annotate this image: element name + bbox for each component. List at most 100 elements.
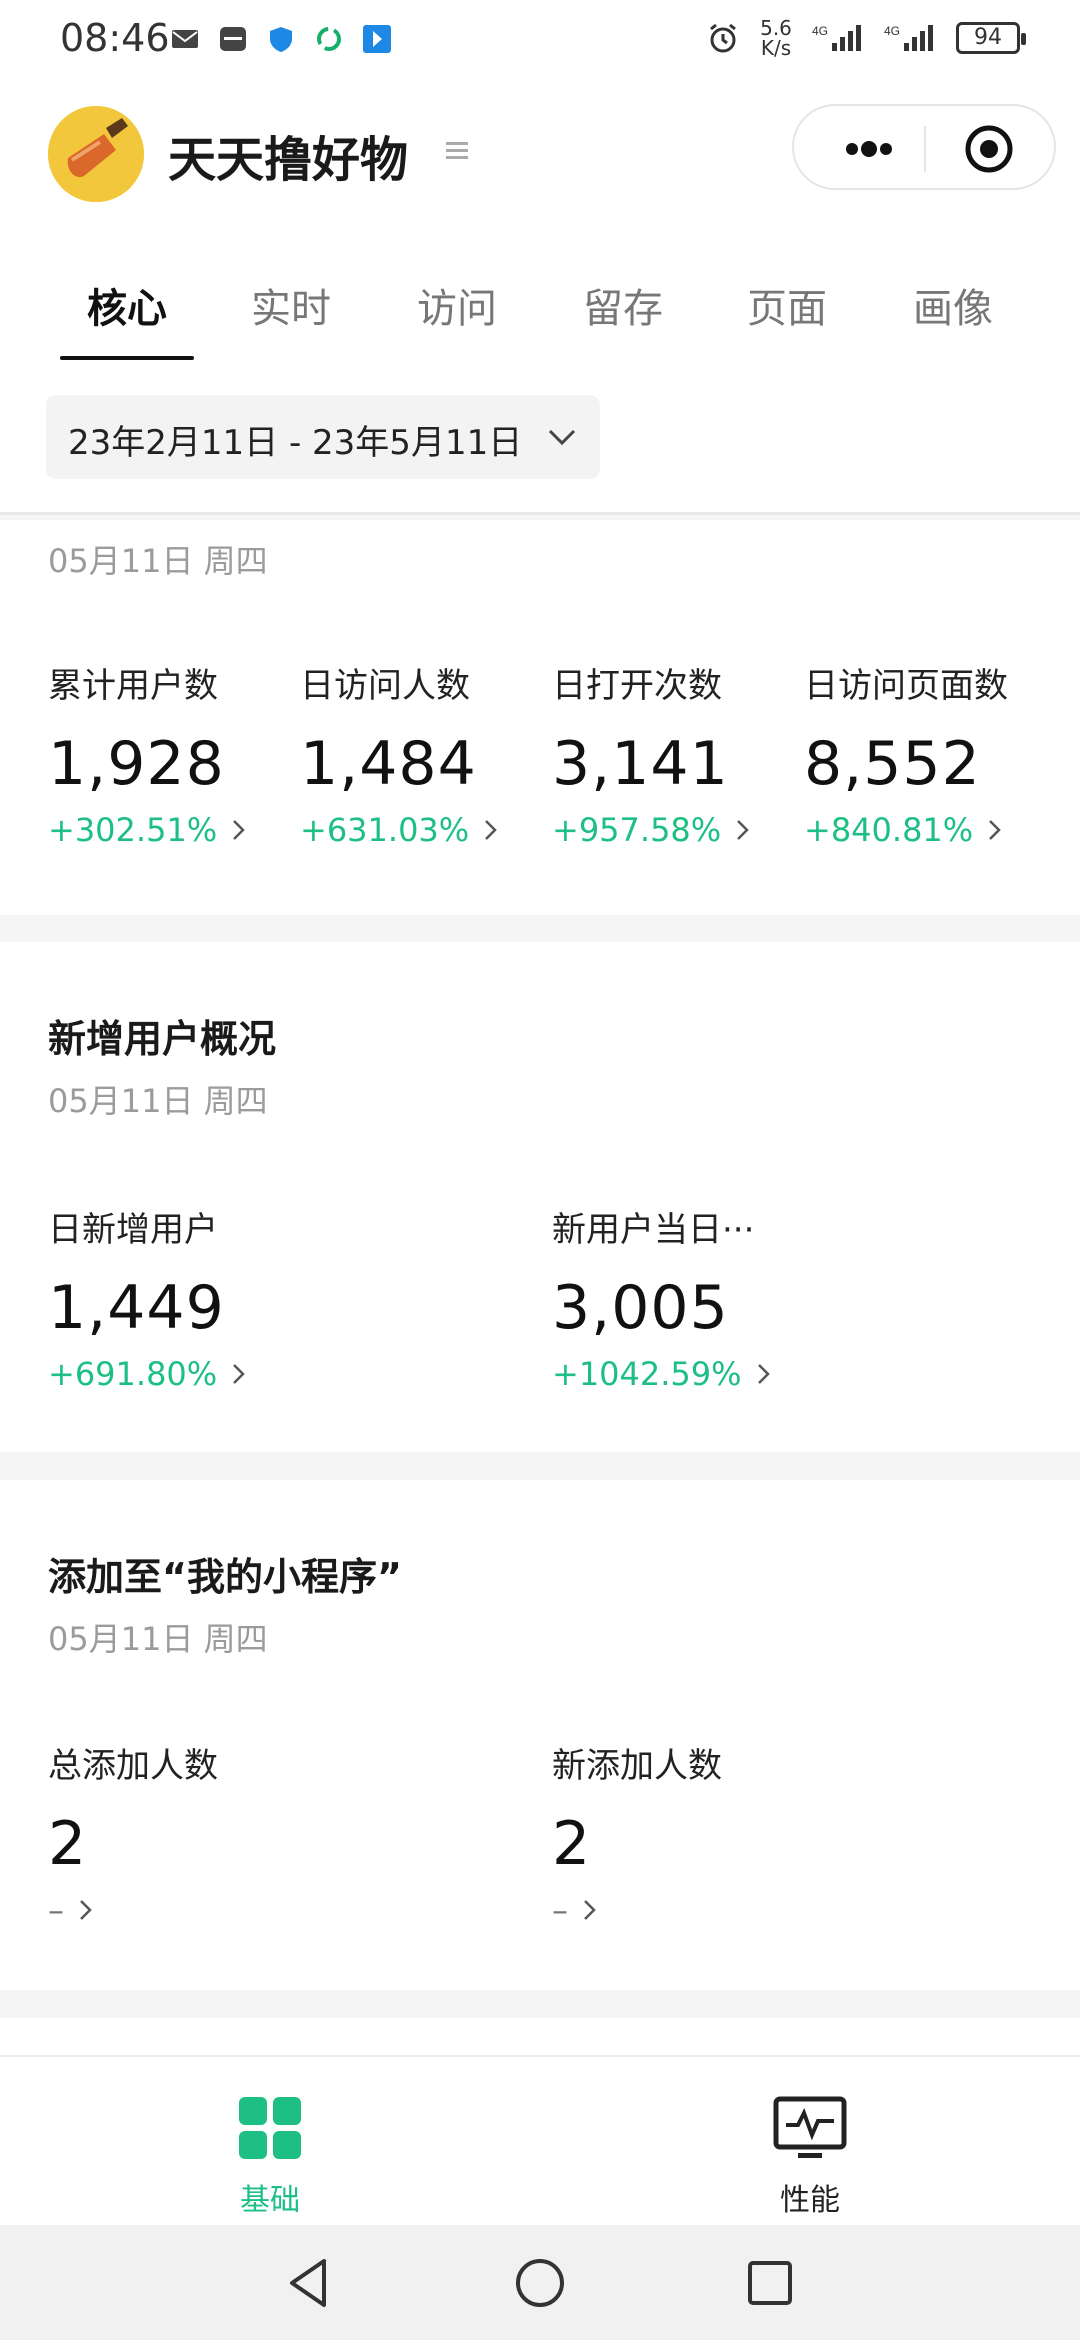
network-type-2: 4G	[884, 24, 900, 38]
metric-change: +302.51%	[48, 811, 247, 849]
new-users-date: 05月11日 周四	[48, 1082, 268, 1120]
close-target-icon	[965, 125, 1013, 173]
alarm-icon	[710, 23, 736, 53]
metric-value: 3,141	[552, 729, 729, 799]
metric-change: –	[48, 1891, 218, 1929]
date-range-select[interactable]: 23年2月11日 - 23年5月11日	[46, 395, 600, 479]
metric-daily-opens[interactable]: 日打开次数 3,141 +957.58%	[552, 658, 751, 849]
date-range-text: 23年2月11日 - 23年5月11日	[68, 423, 523, 463]
signal-icon-2: 4G	[884, 24, 933, 51]
change-value: +691.80%	[48, 1355, 218, 1393]
metric-change: +631.03%	[300, 811, 499, 849]
huawei-icon	[220, 27, 246, 51]
metric-change: +840.81%	[804, 811, 1008, 849]
metric-change: –	[552, 1891, 722, 1929]
close-button[interactable]	[944, 106, 1034, 192]
app-title: 天天撸好物	[168, 132, 409, 188]
metric-new-added[interactable]: 新添加人数 2 –	[552, 1738, 722, 1929]
new-users-title: 新增用户概况	[48, 1017, 277, 1061]
network-speed: 5.6 K/s	[756, 18, 796, 58]
metric-total-added[interactable]: 总添加人数 2 –	[48, 1738, 218, 1929]
change-value: +957.58%	[552, 811, 722, 849]
metric-change: +1042.59%	[552, 1355, 772, 1393]
new-users-card: 新增用户概况 05月11日 周四 日新增用户 1,449 +691.80% 新用…	[0, 942, 1080, 1452]
change-value: –	[48, 1891, 64, 1929]
chevron-right-icon	[989, 820, 1001, 840]
metric-daily-page-views[interactable]: 日访问页面数 8,552 +840.81%	[804, 658, 1008, 849]
monitor-pulse-icon	[773, 2096, 847, 2158]
grid-icon	[239, 2097, 301, 2159]
metric-label: 日访问人数	[300, 666, 470, 706]
chevron-right-icon	[584, 1900, 596, 1920]
metric-label: 总添加人数	[48, 1746, 218, 1786]
chevron-right-icon	[485, 820, 497, 840]
metric-value: 1,484	[300, 729, 477, 799]
metric-change: +957.58%	[552, 811, 751, 849]
metric-total-users[interactable]: 累计用户数 1,928 +302.51%	[48, 658, 247, 849]
tab-bar: 核心 实时 访问 留存 页面 画像	[0, 230, 1080, 365]
nav-performance[interactable]: 性能	[750, 2093, 870, 2219]
chevron-right-icon	[80, 1900, 92, 1920]
metric-new-users-same-day[interactable]: 新用户当日··· 3,005 +1042.59%	[552, 1202, 772, 1393]
change-value: +631.03%	[300, 811, 470, 849]
notification-icons	[170, 24, 392, 54]
chevron-right-icon	[233, 820, 245, 840]
tab-core[interactable]: 核心	[87, 286, 167, 332]
change-value: +302.51%	[48, 811, 218, 849]
app-header: 天天撸好物	[0, 80, 1080, 230]
net-speed-value: 5.6	[760, 16, 792, 40]
metric-value: 2	[48, 1809, 88, 1879]
home-circle-icon[interactable]	[510, 2253, 570, 2313]
download-icon	[363, 25, 391, 53]
status-bar: 08:46 5.6 K/s 4G 4G 94	[0, 0, 1080, 80]
battery-indicator: 94	[956, 22, 1026, 54]
tab-retention[interactable]: 留存	[583, 286, 663, 332]
chevron-down-icon	[548, 429, 576, 446]
metric-value: 1,928	[48, 729, 225, 799]
metric-value: 2	[552, 1809, 592, 1879]
next-card-edge	[0, 2018, 1080, 2058]
back-triangle-icon[interactable]	[280, 2253, 340, 2313]
nav-basic-label: 基础	[240, 2183, 300, 2218]
more-button[interactable]	[824, 106, 914, 192]
nav-performance-label: 性能	[780, 2183, 840, 2218]
metric-label: 新添加人数	[552, 1746, 722, 1786]
tab-portrait[interactable]: 画像	[913, 286, 993, 332]
signal-icon: 4G	[812, 24, 861, 51]
added-date: 05月11日 周四	[48, 1620, 268, 1658]
metric-label: 日新增用户	[48, 1210, 218, 1250]
change-value: +1042.59%	[552, 1355, 742, 1393]
metric-daily-new-users[interactable]: 日新增用户 1,449 +691.80%	[48, 1202, 247, 1393]
system-nav-bar	[0, 2225, 1080, 2340]
metric-change: +691.80%	[48, 1355, 247, 1393]
nav-basic[interactable]: 基础	[210, 2093, 330, 2219]
bottom-nav: 基础 性能	[0, 2055, 1080, 2225]
metric-value: 3,005	[552, 1273, 729, 1343]
added-to-my-miniprogram-card: 添加至“我的小程序” 05月11日 周四 总添加人数 2 – 新添加人数 2 –	[0, 1480, 1080, 1990]
status-time: 08:46	[60, 16, 170, 60]
added-title: 添加至“我的小程序”	[48, 1555, 402, 1599]
menu-lines-icon[interactable]	[444, 138, 470, 164]
capsule-divider	[924, 126, 926, 172]
metric-label: 日访问页面数	[804, 666, 1008, 706]
shield-icon	[270, 27, 292, 52]
metric-label: 日打开次数	[552, 666, 722, 706]
metric-daily-visitors[interactable]: 日访问人数 1,484 +631.03%	[300, 658, 499, 849]
change-value: +840.81%	[804, 811, 974, 849]
metric-label: 新用户当日···	[552, 1210, 755, 1250]
chevron-right-icon	[233, 1364, 245, 1384]
recents-square-icon[interactable]	[740, 2253, 800, 2313]
more-dots-icon	[846, 141, 892, 157]
chevron-right-icon	[757, 1364, 770, 1384]
metric-value: 1,449	[48, 1273, 225, 1343]
net-speed-unit: K/s	[760, 36, 792, 60]
miniprogram-capsule	[792, 104, 1056, 190]
tab-realtime[interactable]: 实时	[251, 286, 331, 332]
tab-visits[interactable]: 访问	[417, 286, 497, 332]
tab-pages[interactable]: 页面	[747, 286, 827, 332]
chevron-right-icon	[737, 820, 749, 840]
shovel-logo-icon	[48, 106, 144, 202]
core-overview-card: 05月11日 周四 累计用户数 1,928 +302.51% 日访问人数 1,4…	[0, 520, 1080, 915]
network-type-1: 4G	[812, 24, 828, 38]
status-right-group: 5.6 K/s 4G 4G 94	[706, 18, 1026, 58]
